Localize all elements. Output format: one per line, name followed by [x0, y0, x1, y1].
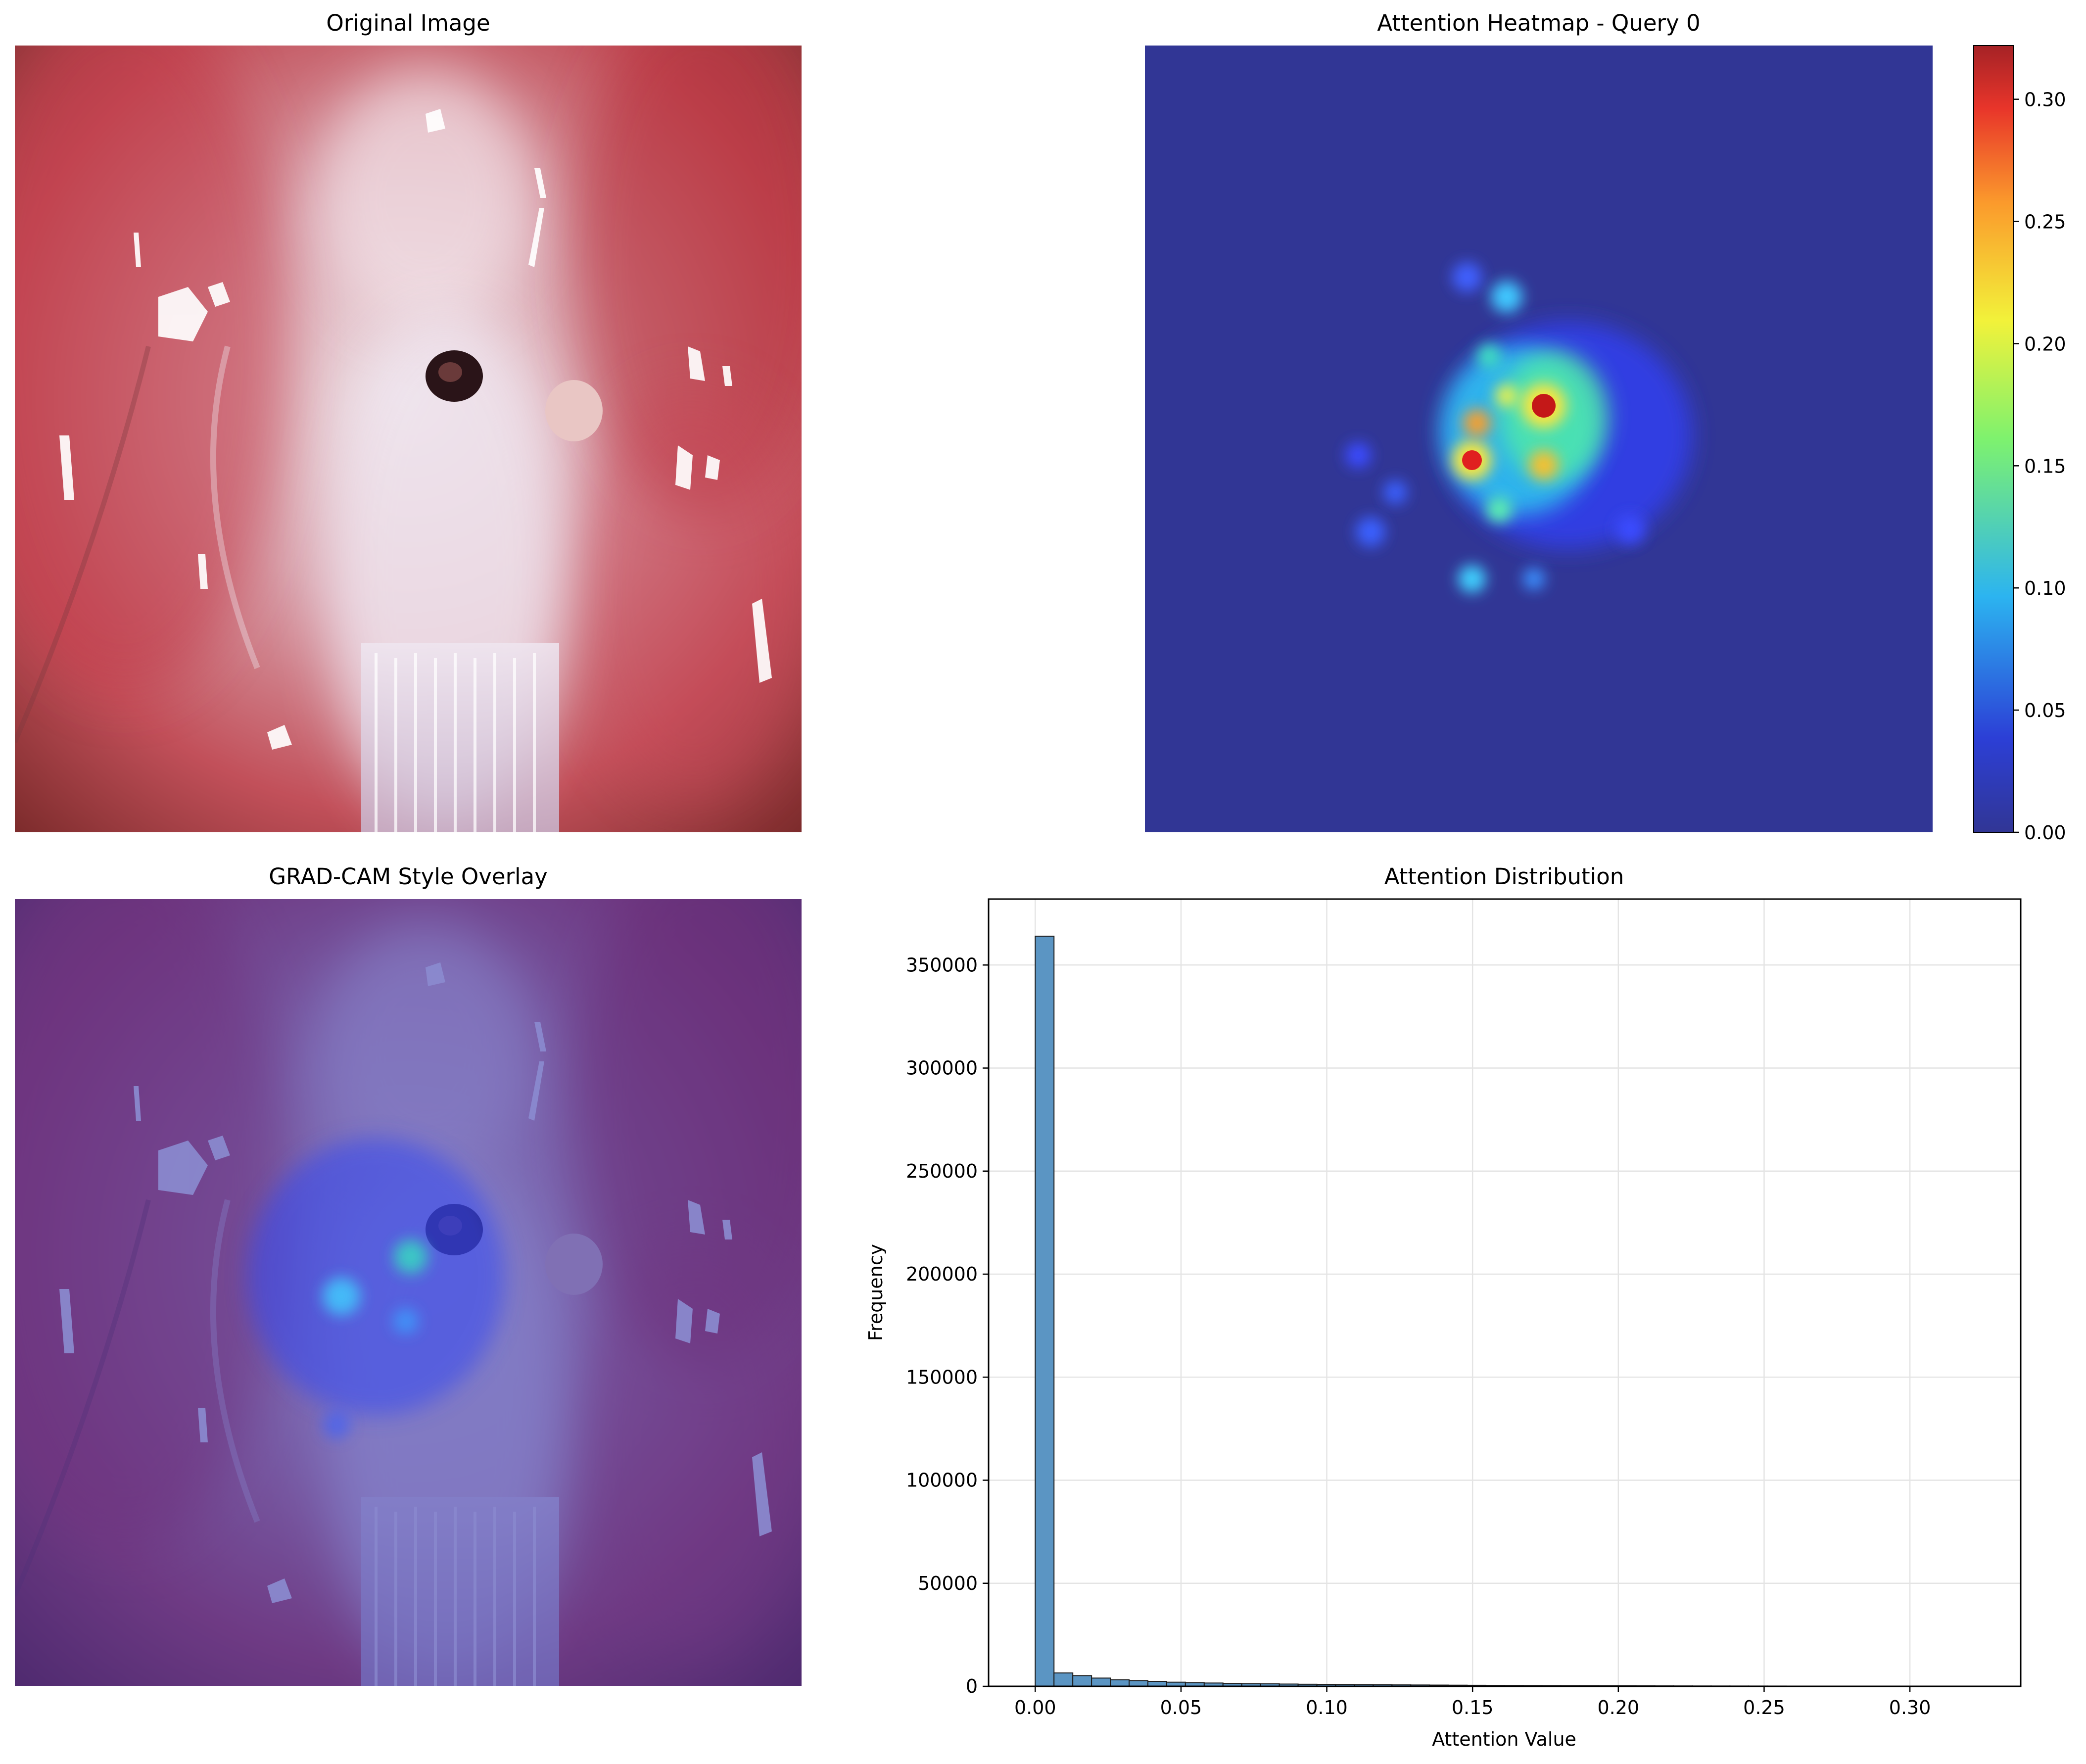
- colorbar-tick-label: 0.05: [2024, 700, 2066, 721]
- colorbar-tick-label: 0.30: [2024, 89, 2066, 111]
- histogram-bar: [1110, 1679, 1130, 1687]
- histogram-bar: [1129, 1680, 1148, 1687]
- y-axis-ticks: 0 50000 100000 150000 200000 250000 300000 3500…: [906, 954, 989, 1697]
- x-tick-label: 0.15: [1452, 1697, 1494, 1718]
- histogram-bars: [1035, 935, 1975, 1687]
- colorbar-tick-label: 0.25: [2024, 211, 2066, 233]
- histogram-bar: [1072, 1675, 1092, 1687]
- histogram-bar: [1053, 1672, 1074, 1687]
- colorbar-tick-label: 0.10: [2024, 577, 2066, 599]
- y-tick-label: 300000: [906, 1057, 978, 1079]
- y-tick-label: 200000: [906, 1263, 978, 1285]
- y-tick-label: 150000: [906, 1366, 978, 1388]
- colorbar-tick-label: 0.20: [2024, 333, 2066, 355]
- y-tick-label: 100000: [906, 1470, 978, 1491]
- y-tick-label: 250000: [906, 1160, 978, 1182]
- attention-heatmap: [1145, 46, 1933, 832]
- histogram-bar: [1091, 1677, 1111, 1687]
- x-axis-label: Attention Value: [1432, 1728, 1576, 1750]
- histogram-bar: [1035, 935, 1055, 1687]
- x-axis-ticks: 0.00 0.05 0.10 0.15 0.20 0.25 0.30: [1014, 1686, 1931, 1718]
- x-tick-label: 0.00: [1014, 1697, 1056, 1718]
- overlay-title: GRAD-CAM Style Overlay: [269, 863, 548, 890]
- overlay-image: [15, 899, 802, 1686]
- colorbar: 0.00 0.05 0.10 0.15 0.20 0.25 0.30: [1973, 45, 2066, 844]
- heatmap-title: Attention Heatmap - Query 0: [1377, 10, 1700, 36]
- histogram-axes-frame: [988, 898, 2022, 1687]
- y-tick-label: 0: [966, 1675, 978, 1697]
- original-image: [0, 0, 831, 832]
- y-tick-label: 50000: [918, 1573, 978, 1594]
- x-tick-label: 0.20: [1598, 1697, 1640, 1718]
- colorbar-tick-label: 0.15: [2024, 455, 2066, 477]
- histogram-grid: [989, 899, 2021, 1687]
- histogram-title: Attention Distribution: [1384, 863, 1624, 890]
- y-tick-label: 350000: [906, 954, 978, 976]
- x-tick-label: 0.05: [1160, 1697, 1202, 1718]
- x-tick-label: 0.25: [1743, 1697, 1785, 1718]
- histogram: 0.00 0.05 0.10 0.15 0.20 0.25 0.30 0 50000 10000…: [865, 898, 2022, 1750]
- original-title: Original Image: [326, 10, 490, 36]
- y-axis-label: Frequency: [865, 1244, 887, 1341]
- colorbar-tick-label: 0.00: [2024, 822, 2066, 844]
- x-tick-label: 0.30: [1889, 1697, 1931, 1718]
- x-tick-label: 0.10: [1306, 1697, 1348, 1718]
